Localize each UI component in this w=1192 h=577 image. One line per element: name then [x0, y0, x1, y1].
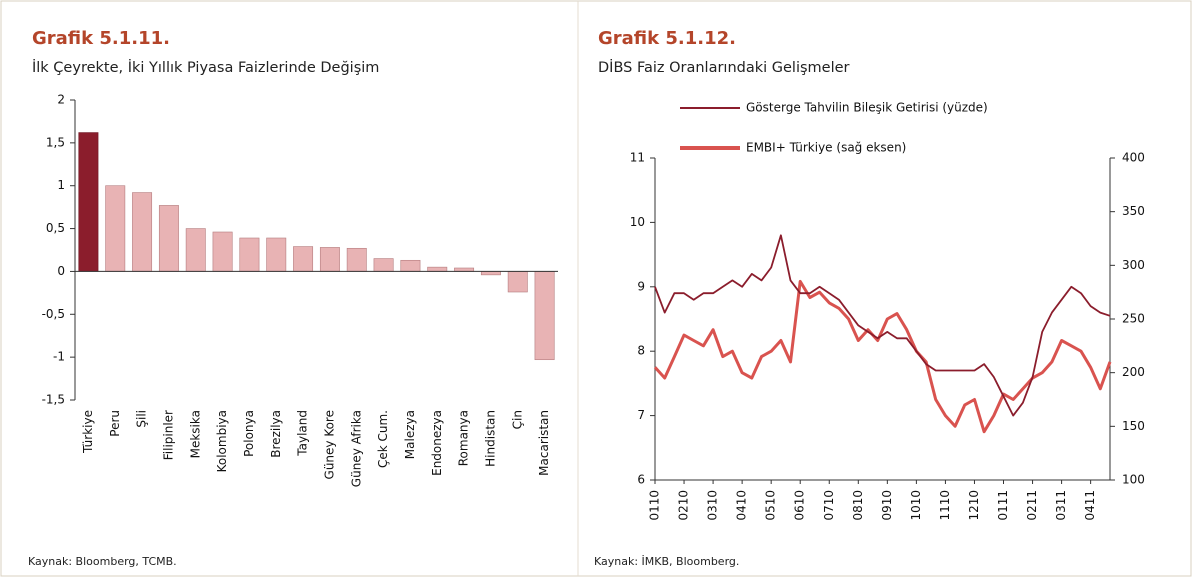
bar	[373, 258, 394, 272]
bar	[293, 246, 314, 272]
bar	[400, 259, 421, 272]
y-tick-label: 2	[57, 93, 65, 107]
x-tick-label: Güney Kore	[322, 410, 336, 479]
y2-tick-label: 350	[1122, 204, 1145, 218]
x-tick-label: Polonya	[242, 410, 256, 457]
x-tick-label: Endonezya	[430, 410, 444, 476]
bar	[507, 271, 528, 293]
x-tick-label: Malezya	[403, 410, 417, 459]
x-tick-label: Meksika	[188, 410, 202, 458]
x-tick-label: 0410	[735, 490, 749, 521]
source: Kaynak: İMKB, Bloomberg.	[594, 555, 739, 568]
bar	[319, 247, 340, 272]
x-tick-label: 0810	[851, 490, 865, 521]
x-tick-label: 0910	[880, 490, 894, 521]
y2-tick-label: 200	[1122, 365, 1145, 379]
x-tick-label: 0411	[1083, 490, 1097, 521]
bar	[427, 266, 448, 272]
y-tick-label: 0,5	[46, 221, 65, 235]
y-tick-label: 11	[630, 151, 645, 165]
chart-subtitle: İlk Çeyrekte, İki Yıllık Piyasa Faizleri…	[32, 58, 379, 76]
y-tick-label: 9	[637, 279, 645, 293]
y-tick-label: 1,5	[46, 135, 65, 149]
line-series	[653, 279, 1112, 434]
bar	[212, 231, 233, 272]
line-series	[654, 234, 1111, 417]
y-tick-label: 10	[630, 215, 645, 229]
x-tick-label: 0610	[793, 490, 807, 521]
y-tick-label: 6	[637, 473, 645, 487]
x-tick-label: Filipinler	[161, 410, 175, 460]
x-tick-label: Türkiye	[81, 410, 95, 454]
x-tick-label: 0310	[706, 490, 720, 521]
chart-subtitle: DİBS Faiz Oranlarındaki Gelişmeler	[598, 58, 850, 76]
chart-title: Grafik 5.1.12.	[598, 28, 736, 49]
y2-tick-label: 300	[1122, 258, 1145, 272]
bar	[158, 205, 179, 272]
x-tick-label: 1110	[938, 490, 952, 521]
x-tick-label: Kolombiya	[215, 410, 229, 472]
x-tick-label: Tayland	[296, 410, 310, 457]
bar	[266, 237, 287, 272]
chart-title: Grafik 5.1.11.	[32, 28, 170, 49]
x-tick-label: 1210	[967, 490, 981, 521]
bar	[185, 228, 206, 272]
y-tick-label: 7	[637, 408, 645, 422]
legend-label: EMBI+ Türkiye (sağ eksen)	[746, 141, 906, 155]
x-tick-label: Romanya	[457, 410, 471, 466]
y-tick-label: -1	[53, 350, 65, 364]
bar	[534, 271, 555, 361]
x-tick-label: Güney Afrika	[349, 410, 363, 487]
x-tick-label: Peru	[108, 410, 122, 437]
bar	[454, 267, 475, 272]
x-tick-label: Çek Cum.	[376, 410, 390, 468]
bar	[105, 185, 126, 272]
y2-tick-label: 250	[1122, 312, 1145, 326]
y2-tick-label: 100	[1122, 473, 1145, 487]
y-tick-label: 8	[637, 344, 645, 358]
x-tick-label: 0710	[822, 490, 836, 521]
x-tick-label: 0211	[1025, 490, 1039, 521]
x-tick-label: Çin	[510, 410, 524, 429]
source: Kaynak: Bloomberg, TCMB.	[28, 555, 177, 568]
bar	[78, 132, 99, 272]
y-tick-label: -0,5	[42, 307, 65, 321]
x-tick-label: Brezilya	[269, 410, 283, 458]
bar	[346, 247, 367, 272]
x-tick-label: Şili	[135, 410, 149, 428]
y-tick-label: 1	[57, 178, 65, 192]
x-tick-label: Hindistan	[483, 410, 497, 467]
bar	[480, 271, 501, 276]
x-tick-label: 0111	[996, 490, 1010, 521]
y-tick-label: -1,5	[42, 393, 65, 407]
y-tick-label: 0	[57, 264, 65, 278]
legend-label: Gösterge Tahvilin Bileşik Getirisi (yüzd…	[746, 101, 988, 115]
x-tick-label: 0110	[648, 490, 662, 521]
x-tick-label: 0210	[677, 490, 691, 521]
x-tick-label: 1010	[909, 490, 923, 521]
bar	[132, 192, 153, 272]
x-tick-label: 0311	[1054, 490, 1068, 521]
x-tick-label: Macaristan	[537, 410, 551, 476]
x-tick-label: 0510	[764, 490, 778, 521]
y2-tick-label: 400	[1122, 151, 1145, 165]
bar	[239, 237, 260, 272]
y2-tick-label: 150	[1122, 419, 1145, 433]
